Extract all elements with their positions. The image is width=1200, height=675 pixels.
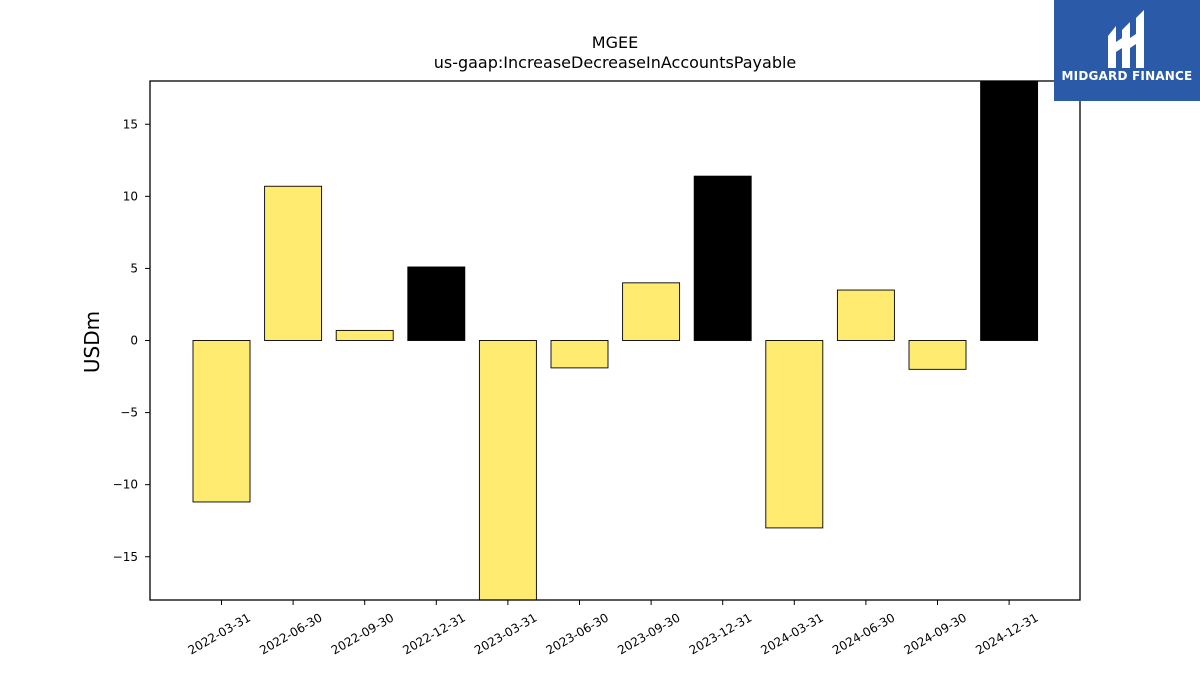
bar-2022-03-31 bbox=[192, 340, 251, 503]
x-tick-label: 2022-03-31 bbox=[186, 610, 253, 657]
x-axis: 2022-03-31 2022-06-30 2022-09-30 2022-12-31… bbox=[186, 600, 1041, 657]
x-tick-label: 2024-09-30 bbox=[902, 610, 969, 657]
x-tick-label: 2022-12-31 bbox=[400, 610, 467, 657]
logo-text: MIDGARD FINANCE bbox=[1061, 69, 1193, 83]
bars bbox=[192, 80, 1039, 601]
y-tick-label: −15 bbox=[113, 550, 138, 564]
bar-2022-06-30 bbox=[264, 185, 323, 341]
y-tick-label: 10 bbox=[123, 189, 138, 203]
bar-2023-06-30 bbox=[550, 340, 609, 369]
bar-2023-09-30 bbox=[622, 282, 681, 341]
x-tick-label: 2023-03-31 bbox=[472, 610, 539, 657]
x-tick-label: 2022-09-30 bbox=[329, 610, 396, 657]
y-tick-label: 15 bbox=[123, 117, 138, 131]
y-tick-label: −5 bbox=[120, 406, 138, 420]
x-tick-label: 2023-12-31 bbox=[687, 610, 754, 657]
x-tick-label: 2023-06-30 bbox=[544, 610, 611, 657]
midgard-finance-logo: MIDGARD FINANCE bbox=[1054, 0, 1200, 101]
bar-2024-03-31 bbox=[765, 340, 824, 529]
y-axis: −15 −10 −5 0 5 10 15 bbox=[113, 117, 150, 564]
x-tick-label: 2024-03-31 bbox=[758, 610, 825, 657]
bar-2024-12-31 bbox=[980, 80, 1039, 341]
chart-title: MGEE bbox=[592, 33, 638, 52]
x-tick-label: 2022-06-30 bbox=[257, 610, 324, 657]
bar-2024-09-30 bbox=[908, 340, 967, 370]
bar-2023-03-31 bbox=[478, 340, 537, 601]
y-tick-label: 5 bbox=[130, 261, 138, 275]
bar-2022-12-31 bbox=[407, 266, 466, 341]
bar-2023-12-31 bbox=[693, 175, 752, 341]
y-tick-label: −10 bbox=[113, 478, 138, 492]
chart-subtitle: us-gaap:IncreaseDecreaseInAccountsPayabl… bbox=[434, 53, 797, 72]
bar-2022-09-30 bbox=[335, 329, 394, 341]
y-axis-label: USDm bbox=[80, 311, 104, 373]
bar-2024-06-30 bbox=[836, 289, 895, 341]
y-tick-label: 0 bbox=[130, 334, 138, 348]
x-tick-label: 2024-12-31 bbox=[973, 610, 1040, 657]
x-tick-label: 2023-09-30 bbox=[615, 610, 682, 657]
x-tick-label: 2024-06-30 bbox=[830, 610, 897, 657]
midgard-logo-icon bbox=[1108, 10, 1144, 68]
